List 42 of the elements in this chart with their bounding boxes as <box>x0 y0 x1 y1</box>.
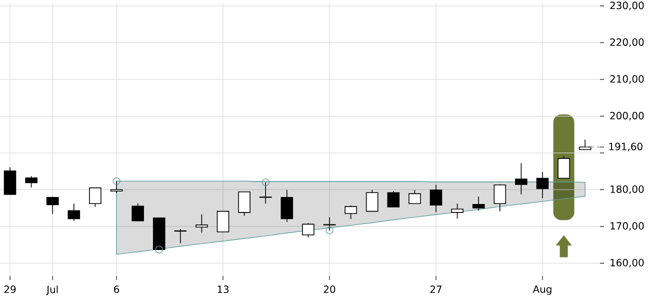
candlestick <box>366 190 378 212</box>
y-tick-label: 220,00 <box>610 38 644 47</box>
y-tick-label: 200,00 <box>610 112 644 120</box>
y-tick-label: 180,00 <box>610 185 644 194</box>
ref-line-label: 191,60 <box>609 142 642 152</box>
y-tick-label: 160,00 <box>610 258 644 268</box>
candlestick <box>302 222 314 238</box>
candlestick <box>280 190 294 222</box>
x-tick-label: 20 <box>324 286 336 294</box>
candlestick <box>196 214 208 234</box>
candlestick <box>132 202 144 222</box>
x-tick-label: 27 <box>430 286 442 293</box>
candlestick <box>238 191 250 216</box>
candlestick <box>4 166 16 195</box>
candlestick <box>216 210 230 232</box>
candlestick <box>344 205 357 220</box>
x-tick-label: 6 <box>114 286 120 294</box>
x-tick-label: Aug <box>532 286 552 295</box>
candlestick <box>536 172 549 199</box>
candlestick <box>578 139 592 150</box>
point <box>262 178 270 186</box>
candlestick <box>515 162 528 195</box>
candlestick <box>387 190 400 208</box>
candlestick <box>89 187 102 208</box>
point <box>155 246 163 254</box>
candlestick <box>494 184 506 212</box>
x-tick-label: Jul <box>46 286 58 296</box>
y-tick-label: 210,00 <box>610 75 644 84</box>
candlestick <box>451 203 464 220</box>
y-tick-label: 170,00 <box>610 222 644 231</box>
x-tick-label: 29 <box>4 286 16 294</box>
x-tick-label: 13 <box>218 286 229 294</box>
point <box>112 177 120 186</box>
point <box>326 226 334 234</box>
candlestick <box>558 156 570 179</box>
candlestick <box>46 196 59 214</box>
candlestick <box>408 190 421 204</box>
candlestick <box>25 176 38 188</box>
candlestick <box>68 203 80 222</box>
candlestick <box>430 184 442 212</box>
y-tick-label: 230,00 <box>610 2 644 10</box>
candlestick <box>472 196 485 211</box>
